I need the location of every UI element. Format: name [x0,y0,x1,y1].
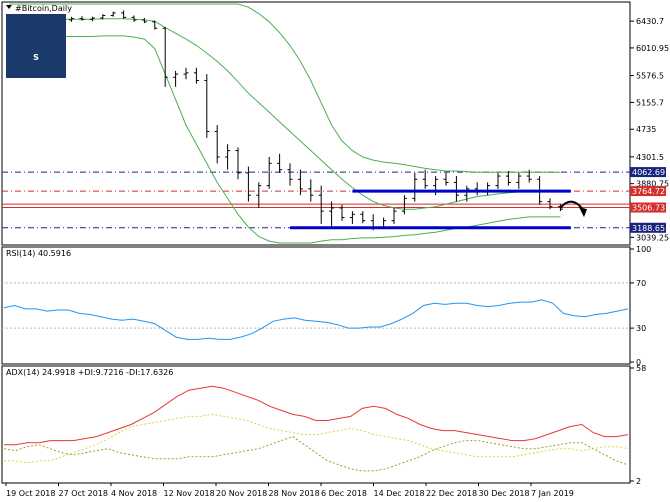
candle [516,172,522,189]
candle [121,10,127,19]
candle [318,185,324,224]
svg-text:S: S [33,53,39,62]
adx-series-line [3,436,629,472]
candle [69,16,75,22]
x-tick-label: 7 Jan 2019 [531,489,574,498]
candle [193,67,199,84]
rsi-tick-label: 0 [636,358,641,367]
candle [505,170,511,186]
x-tick-label: 6 Dec 2018 [321,489,367,498]
price-label: 3764.72 [632,187,665,196]
x-tick-label: 14 Dec 2018 [374,489,425,498]
candle [89,16,95,22]
price-label: 3506.73 [632,204,665,213]
price-tick-label: 5576.5 [636,72,664,81]
candle [100,14,106,20]
candle [152,20,158,30]
candle [214,125,220,164]
rsi-title: RSI(14) 40.5916 [6,249,71,258]
candle [110,11,116,17]
price-tick-label: 5155.7 [636,98,664,107]
candle [173,70,179,87]
candle [277,153,283,173]
candle [308,179,314,202]
adx-tick-label: 58 [636,364,646,373]
window-title: #Bitcoin,Daily [6,4,72,13]
candle [131,15,137,22]
candle [391,207,397,224]
price-tick-label: 6430.7 [636,17,664,26]
candle [526,169,532,183]
price-layer [2,3,630,244]
forecast-arrow-head [579,207,587,218]
candle [235,147,241,180]
x-tick-label: 20 Nov 2018 [216,489,267,498]
adx-title: ADX(14) 24.9918 +DI:9.7216 -DI:17.6326 [6,368,173,377]
window-title-text: #Bitcoin,Daily [15,4,72,13]
candle [495,172,501,189]
bollinger-band_upper [9,3,561,173]
candle [287,163,293,186]
price-panel [1,1,631,246]
candle [422,169,428,189]
candle [339,204,345,221]
rsi-tick-label: 100 [636,245,651,254]
x-tick-label: 19 Oct 2018 [6,489,55,498]
price-tick-label: 4735 [636,125,656,134]
candle [266,156,272,189]
candle [245,166,251,202]
price-label-box [630,186,666,197]
x-tick-label: 28 Nov 2018 [269,489,320,498]
candle [79,16,85,21]
price-tick-label: 3039.25 [636,233,669,242]
x-tick-label: 27 Oct 2018 [59,489,108,498]
x-tick-label: 30 Dec 2018 [479,489,530,498]
rsi-panel [1,246,631,365]
candle [297,169,303,196]
adx-layer [3,385,629,472]
price-label: 4062.69 [632,168,665,177]
x-tick-label: 4 Nov 2018 [111,489,157,498]
candle [547,198,553,210]
candle [329,201,335,228]
brand-logo: S [6,14,66,78]
price-label: 3188.65 [632,224,665,233]
candle [401,195,407,215]
candle [183,67,189,80]
axis-layer: 6430.7 6010.95 5576.5 5155.7 4735 4301.5 3880.… [5,17,669,498]
price-tick-label: 6010.95 [636,44,669,53]
candle [443,172,449,186]
rsi-tick-label: 30 [636,324,646,333]
adx-series-line [4,413,629,464]
bollinger-band_mid [9,18,561,210]
candle [412,172,418,202]
candle [349,211,355,224]
adx-series-line [4,385,629,446]
price-tick-label: 4301.5 [636,153,664,162]
candle [360,211,366,224]
candle [204,74,210,138]
candle [162,26,168,87]
price-label-box [630,222,666,233]
candle [141,18,147,24]
candle [464,185,470,202]
candle [453,176,459,202]
rsi-line [3,299,629,340]
rsi-tick-label: 70 [636,279,646,288]
adx-panel [1,365,631,484]
x-tick-label: 12 Nov 2018 [164,489,215,498]
candle [225,144,231,170]
rsi-layer [2,282,630,340]
price-label-box [630,202,666,213]
candle [256,182,262,208]
price-label-box [630,167,666,178]
price-tick-label: 3880.75 [636,180,669,189]
chevron-down-icon[interactable] [6,5,12,9]
x-tick-label: 22 Dec 2018 [426,489,477,498]
adx-tick-label: 2 [636,477,641,486]
